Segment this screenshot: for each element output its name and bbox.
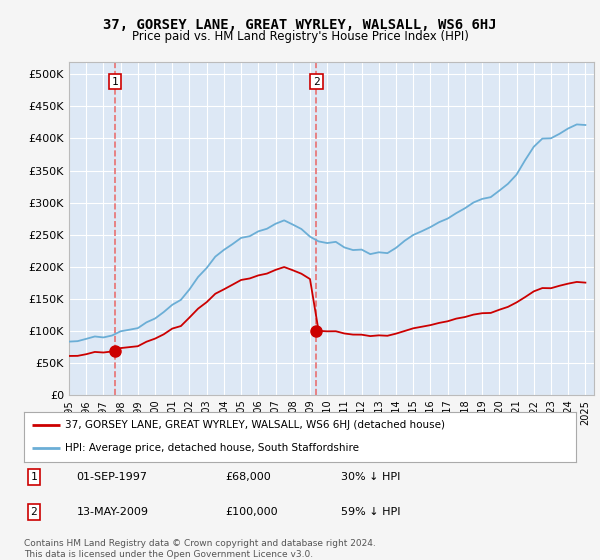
Text: 30% ↓ HPI: 30% ↓ HPI [341, 472, 401, 482]
Text: Price paid vs. HM Land Registry's House Price Index (HPI): Price paid vs. HM Land Registry's House … [131, 30, 469, 43]
Text: 01-SEP-1997: 01-SEP-1997 [76, 472, 148, 482]
Text: 1: 1 [31, 472, 37, 482]
Text: 2: 2 [31, 507, 37, 517]
Text: Contains HM Land Registry data © Crown copyright and database right 2024.
This d: Contains HM Land Registry data © Crown c… [24, 539, 376, 559]
Text: £100,000: £100,000 [226, 507, 278, 517]
Text: 59% ↓ HPI: 59% ↓ HPI [341, 507, 401, 517]
Text: 37, GORSEY LANE, GREAT WYRLEY, WALSALL, WS6 6HJ: 37, GORSEY LANE, GREAT WYRLEY, WALSALL, … [103, 18, 497, 32]
Text: £68,000: £68,000 [226, 472, 271, 482]
Text: HPI: Average price, detached house, South Staffordshire: HPI: Average price, detached house, Sout… [65, 444, 359, 454]
Text: 2: 2 [313, 77, 320, 87]
Text: 1: 1 [112, 77, 118, 87]
Text: 13-MAY-2009: 13-MAY-2009 [76, 507, 148, 517]
Text: 37, GORSEY LANE, GREAT WYRLEY, WALSALL, WS6 6HJ (detached house): 37, GORSEY LANE, GREAT WYRLEY, WALSALL, … [65, 420, 445, 430]
